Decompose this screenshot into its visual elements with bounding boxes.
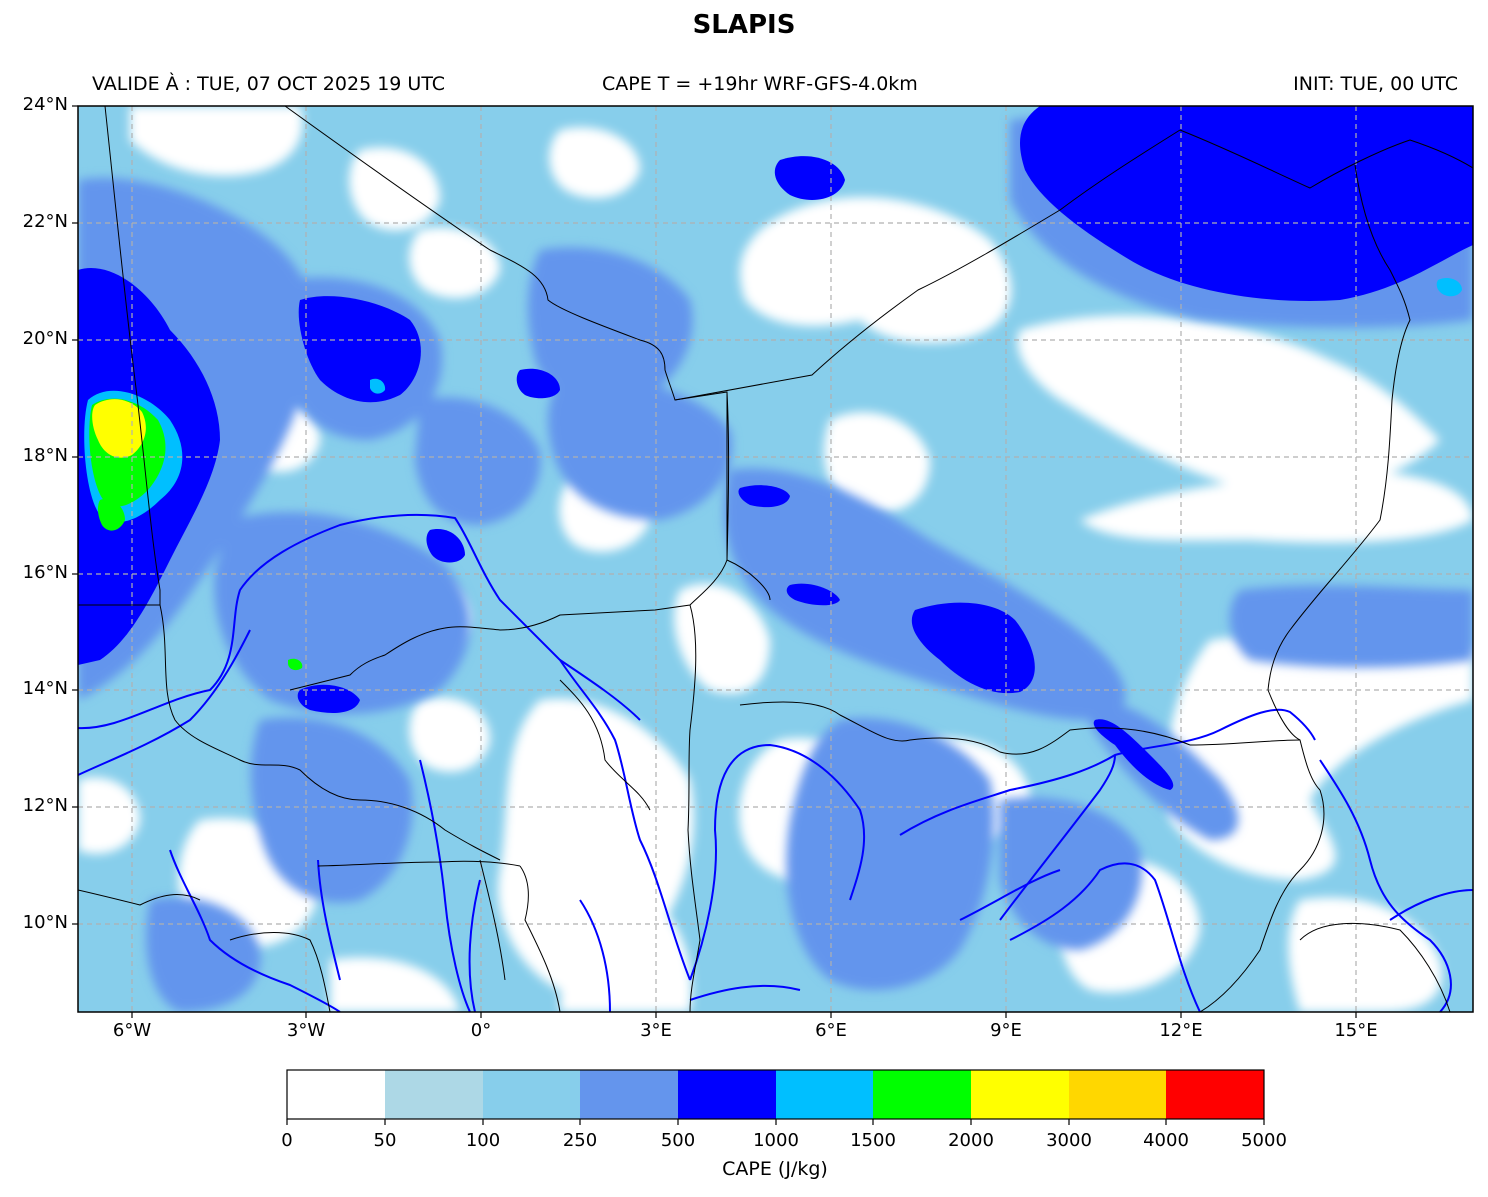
- colorbar-tick-label: 500: [660, 1130, 696, 1151]
- lat-label-24n: 24°N: [22, 94, 68, 115]
- colorbar-bin-250-500: [580, 1070, 678, 1119]
- lon-label-6w: 6°W: [112, 1020, 152, 1041]
- lon-label-12e: 12°E: [1159, 1020, 1203, 1041]
- lat-label-20n: 20°N: [22, 328, 68, 349]
- map-title: SLAPIS: [692, 10, 796, 40]
- lon-label-3e: 3°E: [640, 1020, 672, 1041]
- cape-field: [78, 106, 1473, 1012]
- rivers: [78, 513, 1473, 1012]
- cape-high-regions: [78, 106, 1473, 790]
- gridlines: [78, 106, 1473, 1012]
- colorbar-bin-4000-5000: [1166, 1070, 1264, 1119]
- lat-label-16n: 16°N: [22, 562, 68, 583]
- init-time-label: INIT: TUE, 00 UTC: [1293, 73, 1458, 95]
- lon-label-0: 0°: [470, 1020, 492, 1041]
- lon-label-3w: 3°W: [286, 1020, 326, 1041]
- forecast-label: CAPE T = +19hr WRF-GFS-4.0km: [602, 73, 918, 95]
- lon-label-15e: 15°E: [1334, 1020, 1378, 1041]
- lat-label-18n: 18°N: [22, 445, 68, 466]
- colorbar-bin-1500-2000: [873, 1070, 971, 1119]
- colorbar-tick-label: 2000: [948, 1130, 994, 1151]
- colorbar-tick-label: 100: [465, 1130, 501, 1151]
- lat-label-10n: 10°N: [22, 912, 68, 933]
- colorbar-tick-label: 1500: [850, 1130, 896, 1151]
- lat-label-12n: 12°N: [22, 795, 68, 816]
- colorbar-bin-2000-3000: [971, 1070, 1069, 1119]
- lon-label-6e: 6°E: [815, 1020, 847, 1041]
- colorbar-tick-label: 0: [281, 1130, 293, 1151]
- colorbar: [286, 1069, 1265, 1125]
- lon-label-9e: 9°E: [990, 1020, 1022, 1041]
- colorbar-bin-0-50: [287, 1070, 385, 1119]
- colorbar-bin-1000-1500: [776, 1070, 873, 1119]
- colorbar-title: CAPE (J/kg): [722, 1158, 828, 1180]
- colorbar-bin-3000-4000: [1069, 1070, 1166, 1119]
- lat-label-22n: 22°N: [22, 211, 68, 232]
- cape-low-regions: [78, 106, 1473, 1012]
- colorbar-bin-500-1000: [678, 1070, 776, 1119]
- colorbar-tick-label: 5000: [1241, 1130, 1287, 1151]
- map-frame: [77, 105, 1474, 1013]
- axis-ticks: [72, 105, 1357, 1018]
- colorbar-tick-label: 4000: [1143, 1130, 1189, 1151]
- country-borders: [78, 106, 1473, 1012]
- colorbar-tick-label: 250: [562, 1130, 598, 1151]
- colorbar-tick-label: 3000: [1046, 1130, 1092, 1151]
- valid-time-label: VALIDE À : TUE, 07 OCT 2025 19 UTC: [92, 73, 446, 95]
- lat-label-14n: 14°N: [22, 678, 68, 699]
- colorbar-tick-label: 50: [373, 1130, 397, 1151]
- colorbar-tick-label: 1000: [753, 1130, 799, 1151]
- colorbar-bin-100-250: [483, 1070, 580, 1119]
- colorbar-bin-50-100: [385, 1070, 483, 1119]
